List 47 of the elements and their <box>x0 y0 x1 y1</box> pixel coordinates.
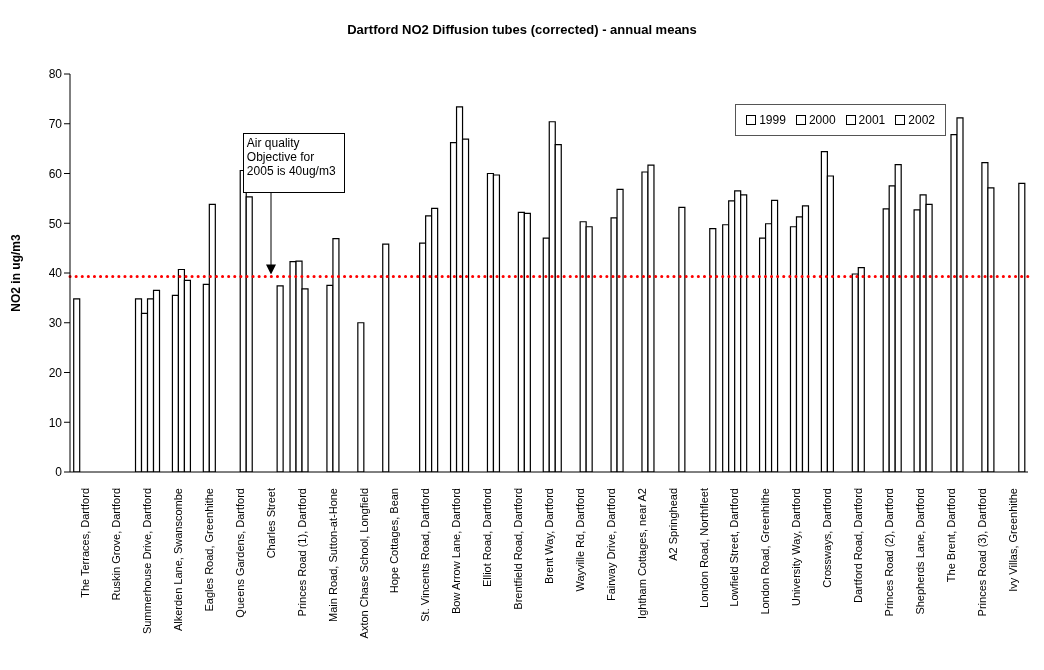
x-tick-label: Dartford Road, Dartford <box>852 488 865 603</box>
x-tick-label: Lowfield Street, Dartford <box>728 488 741 607</box>
y-tick-label: 20 <box>48 365 63 380</box>
x-tick-label: Hope Cottages, Bean <box>388 488 401 594</box>
x-tick-label: Bow Arrow Lane, Dartford <box>450 488 463 614</box>
x-tick-label: Wayville Rd, Dartford <box>573 488 586 592</box>
x-tick-label: Eagles Road, Greenhithe <box>203 488 216 612</box>
y-tick-label: 0 <box>55 465 63 480</box>
y-tick-label: 70 <box>48 117 63 132</box>
y-tick-label: 10 <box>48 415 63 430</box>
y-tick-label: 80 <box>48 67 63 82</box>
x-tick-label: Brent Way, Dartford <box>543 488 555 584</box>
x-tick-label: St. Vincents Road, Dartford <box>419 488 432 622</box>
x-tick-label: University Way, Dartford <box>790 488 803 606</box>
x-tick-label: The Terraces, Dartford <box>79 488 92 598</box>
legend-label: 1999 <box>758 113 786 127</box>
x-tick-label: Alkerden Lane, Swanscombe <box>172 488 185 632</box>
x-tick-label: London Road, Northfleet <box>697 488 710 608</box>
x-tick-label: Crossways, Dartford <box>821 488 834 588</box>
y-tick-label: 50 <box>48 216 63 231</box>
x-tick-label: Princes Road (2), Dartford <box>882 488 895 617</box>
legend-label: 2000 <box>807 113 836 127</box>
x-tick-label: Elliot Road, Dartford <box>481 488 494 588</box>
x-tick-label: A2 Springhead <box>666 488 679 561</box>
x-tick-label: Brentfield Road, Dartford <box>512 488 525 610</box>
legend-label: 2001 <box>857 113 886 127</box>
x-tick-label: Ightham Cottages, near A2 <box>635 488 648 619</box>
x-tick-label: Axton Chase School, Longfield <box>357 488 370 639</box>
x-tick-label: London Road, Greenhithe <box>759 488 772 615</box>
chart-title: Dartford NO2 Diffusion tubes (corrected) - annual means <box>346 22 698 37</box>
y-tick-label: 30 <box>48 316 63 331</box>
legend-label: 2002 <box>907 113 935 127</box>
y-axis-title: NO2 in ug/m3 <box>9 234 24 312</box>
x-tick-label: Ruskin Grove, Dartford <box>110 488 123 601</box>
x-tick-label: Charles Street <box>264 488 277 559</box>
annotation: Air quality Objective for 2005 is 40ug/m3 <box>242 133 345 193</box>
x-tick-label: Princes Road (1), Dartford <box>295 488 308 617</box>
x-tick-label: The Brent, Dartford <box>944 488 957 583</box>
x-tick-label: Main Road, Sutton-at-Hone <box>326 488 339 622</box>
y-tick-label: 60 <box>48 166 63 181</box>
x-tick-label: Summerhouse Drive, Dartford <box>141 488 154 635</box>
x-tick-label: Shepherds Lane, Dartford <box>913 488 926 615</box>
x-tick-label: Fairway Drive, Dartford <box>604 488 617 602</box>
x-tick-label: Ivy Villas, Greenhithe <box>1006 488 1019 592</box>
x-tick-label: Princes Road (3), Dartford <box>975 488 988 617</box>
y-tick-label: 40 <box>48 266 63 281</box>
x-tick-label: Queens Gardens, Dartford <box>233 488 246 618</box>
